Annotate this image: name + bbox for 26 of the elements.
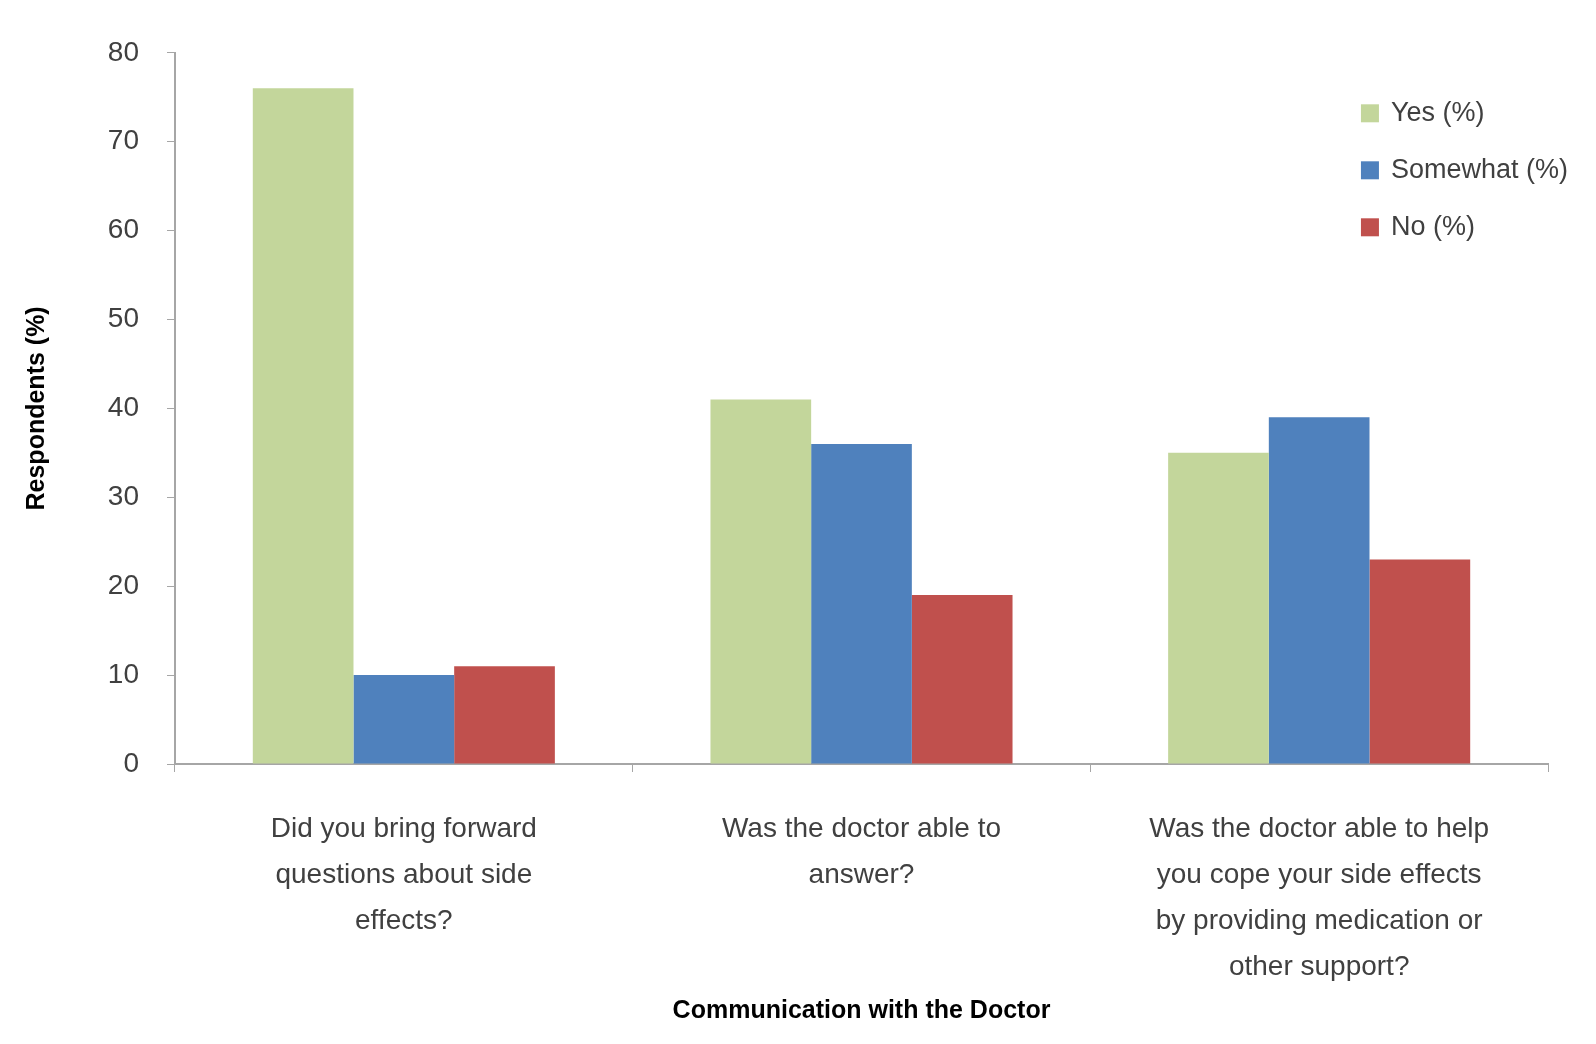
legend-label: No (%)	[1390, 210, 1475, 241]
y-tick-label: 60	[107, 213, 139, 245]
y-tick-label: 70	[107, 124, 139, 156]
bar	[1369, 559, 1471, 764]
bar	[911, 595, 1013, 764]
y-tick-label: 10	[107, 657, 139, 689]
bar	[1168, 452, 1269, 764]
x-tick-label: Was the doctor able to answer?	[721, 811, 1002, 890]
bar	[252, 88, 354, 764]
y-tick-label: 80	[107, 35, 139, 67]
legend-label: Somewhat (%)	[1390, 153, 1569, 184]
x-tick-label: Was the doctor able to help you cope your side effects by providing medication or other support?	[1149, 811, 1490, 982]
y-axis-title: Respondents (%)	[20, 306, 49, 511]
y-tick-label: 0	[123, 746, 139, 778]
x-axis-title: Communication with the Doctor	[672, 994, 1051, 1023]
bar	[1268, 417, 1370, 764]
bar	[353, 675, 455, 764]
bar	[710, 399, 812, 764]
legend-label: Yes (%)	[1390, 96, 1485, 127]
y-tick-label: 50	[107, 302, 139, 334]
bar	[811, 443, 912, 764]
y-tick-label: 20	[107, 568, 139, 600]
x-tick-label: Did you bring forward questions about side effects?	[270, 811, 537, 936]
y-tick-label: 40	[107, 391, 139, 423]
bar	[454, 666, 555, 764]
y-tick-label: 30	[107, 480, 139, 512]
